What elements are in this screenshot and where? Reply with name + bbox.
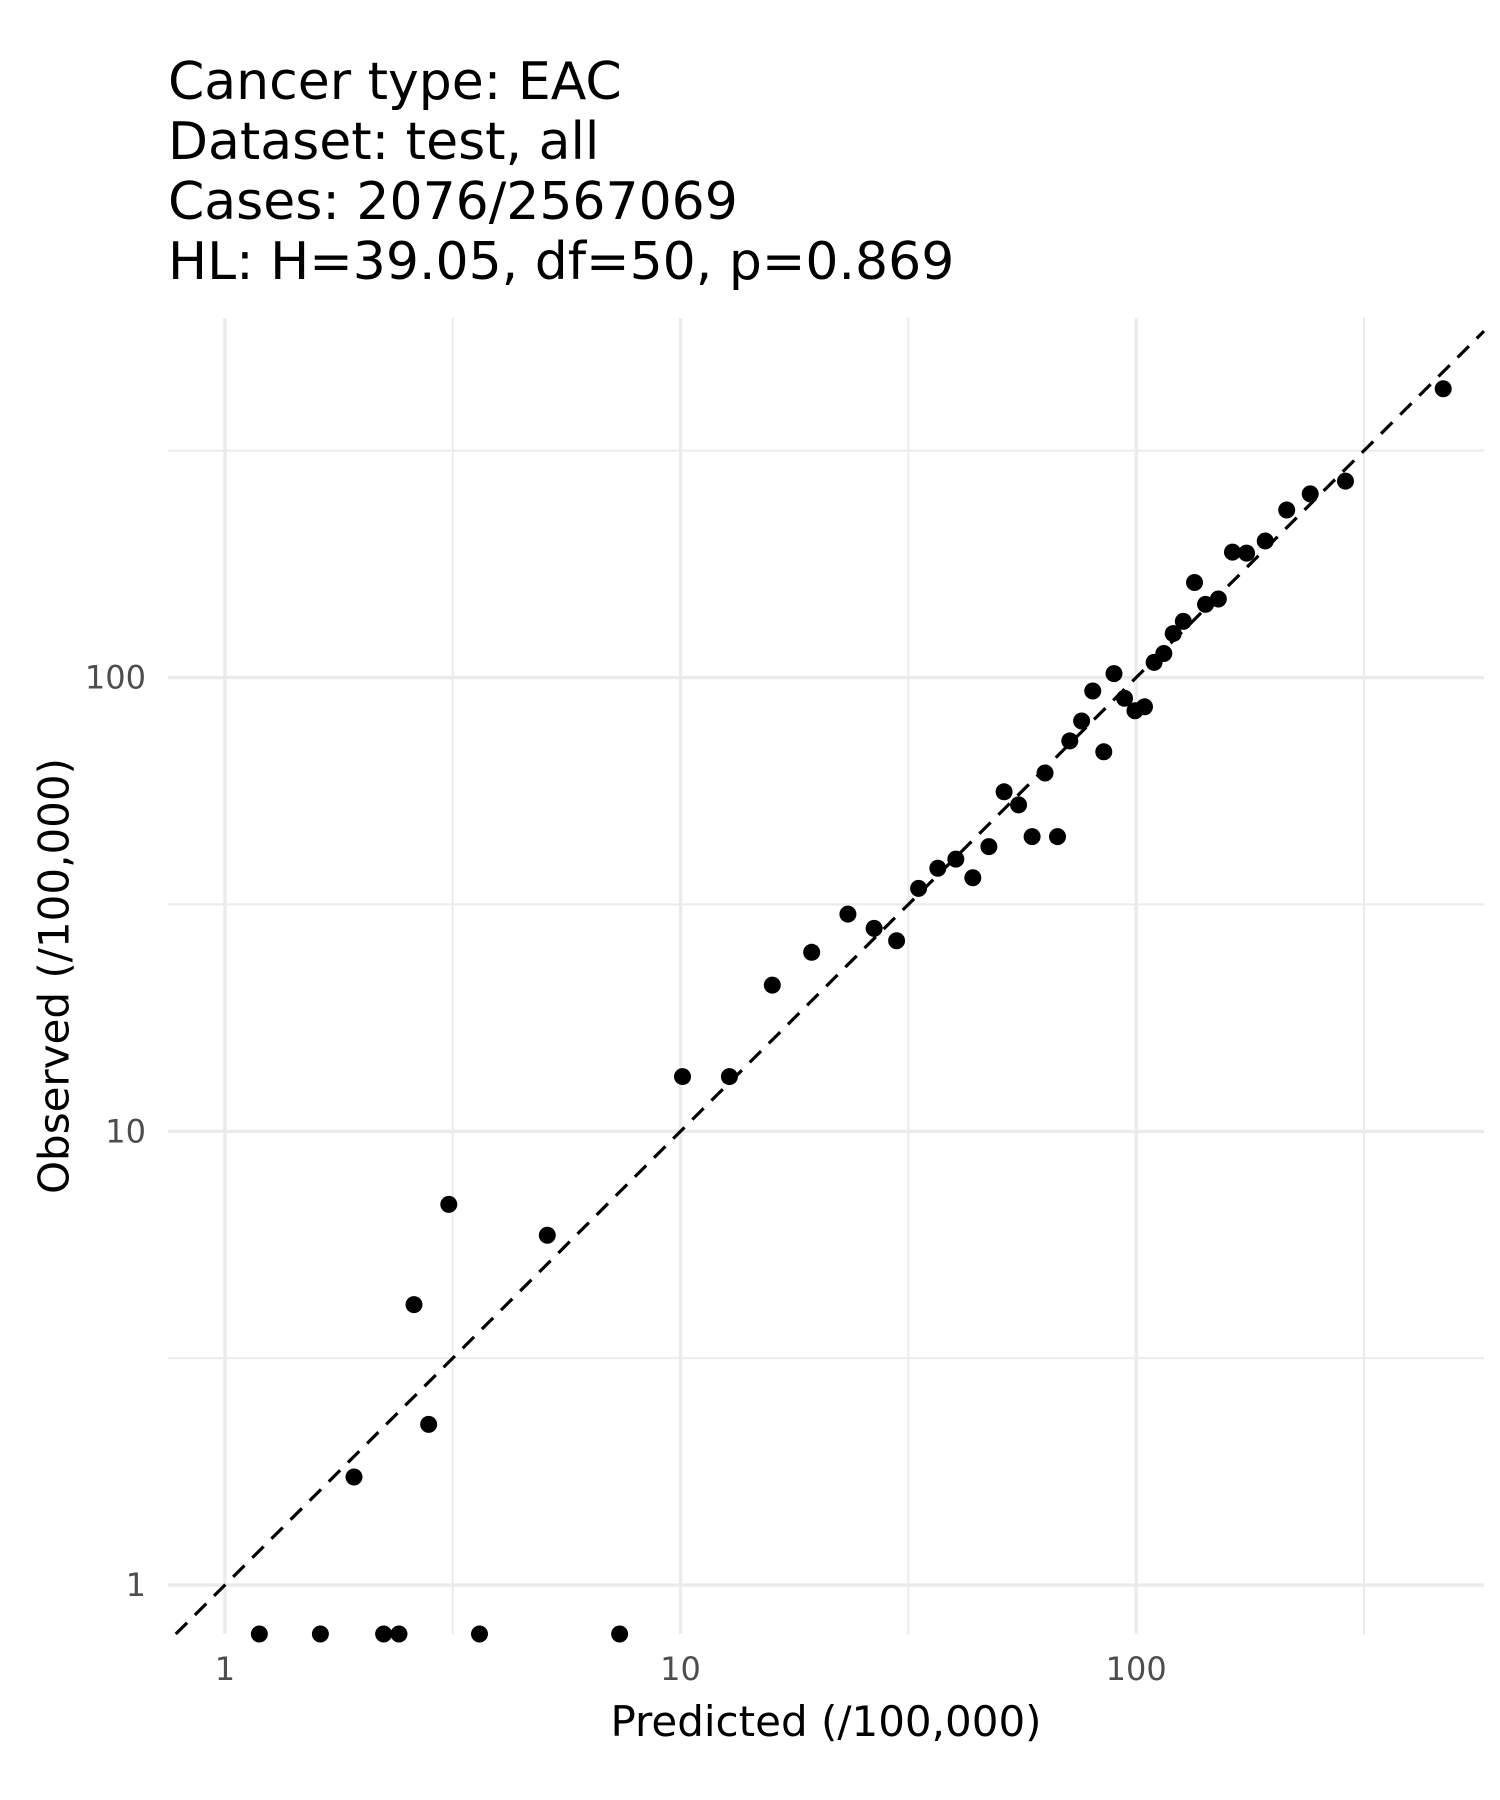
data-point xyxy=(1278,501,1296,519)
data-point xyxy=(1256,532,1274,550)
data-point xyxy=(1164,625,1182,643)
y-axis-title: Observed (/100,000) xyxy=(30,758,79,1194)
title-line-cancer-type: Cancer type: EAC xyxy=(168,52,622,112)
title-line-hl-test: HL: H=39.05, df=50, p=0.869 xyxy=(168,232,955,292)
data-point xyxy=(1223,543,1241,561)
data-point xyxy=(947,850,965,868)
data-point xyxy=(1197,595,1215,613)
data-points xyxy=(250,380,1452,1643)
data-point xyxy=(910,879,928,897)
data-point xyxy=(995,783,1013,801)
data-point xyxy=(1209,590,1227,608)
y-axis-tick-labels: 1 10 100 xyxy=(85,659,146,1604)
data-point xyxy=(1023,828,1041,846)
data-point xyxy=(375,1625,393,1643)
data-point xyxy=(1116,689,1134,707)
data-point xyxy=(964,869,982,887)
data-point xyxy=(440,1195,458,1213)
data-point xyxy=(763,976,781,994)
x-tick-label: 100 xyxy=(1106,1650,1167,1688)
data-point xyxy=(865,919,883,937)
data-point xyxy=(1186,573,1204,591)
data-point xyxy=(1105,665,1123,683)
data-point xyxy=(1061,732,1079,750)
data-point xyxy=(1301,485,1319,503)
data-point xyxy=(1073,712,1091,730)
data-point xyxy=(1336,472,1354,490)
data-point xyxy=(250,1625,268,1643)
data-point xyxy=(1084,682,1102,700)
identity-reference-line xyxy=(174,330,1486,1636)
minor-gridlines xyxy=(168,318,1484,1634)
data-point xyxy=(1049,828,1067,846)
data-point xyxy=(1434,380,1452,398)
data-point xyxy=(538,1226,556,1244)
data-point xyxy=(470,1625,488,1643)
data-point xyxy=(1036,764,1054,782)
data-point xyxy=(611,1625,629,1643)
data-point xyxy=(674,1068,692,1086)
title-line-dataset: Dataset: test, all xyxy=(168,112,600,172)
y-tick-label: 10 xyxy=(105,1112,146,1150)
data-point xyxy=(1155,644,1173,662)
data-point xyxy=(405,1296,423,1314)
y-tick-label: 1 xyxy=(126,1566,146,1604)
x-axis-tick-labels: 1 10 100 xyxy=(215,1650,1167,1688)
data-point xyxy=(1135,698,1153,716)
data-point xyxy=(345,1468,363,1486)
x-axis-title: Predicted (/100,000) xyxy=(610,1697,1041,1746)
data-point xyxy=(1010,796,1028,814)
x-tick-label: 1 xyxy=(215,1650,235,1688)
title-line-cases: Cases: 2076/2567069 xyxy=(168,172,738,232)
data-point xyxy=(720,1068,738,1086)
data-point xyxy=(803,943,821,961)
major-gridlines xyxy=(168,318,1484,1634)
data-point xyxy=(929,859,947,877)
y-tick-label: 100 xyxy=(85,659,146,697)
data-point xyxy=(311,1625,329,1643)
x-tick-label: 10 xyxy=(660,1650,701,1688)
data-point xyxy=(420,1415,438,1433)
data-point xyxy=(839,905,857,923)
data-point xyxy=(980,838,998,856)
data-point xyxy=(390,1625,408,1643)
data-point xyxy=(888,932,906,950)
data-point xyxy=(1174,612,1192,630)
data-point xyxy=(1238,544,1256,562)
data-point xyxy=(1095,743,1113,761)
chart-title: Cancer type: EAC Dataset: test, all Case… xyxy=(168,52,954,292)
